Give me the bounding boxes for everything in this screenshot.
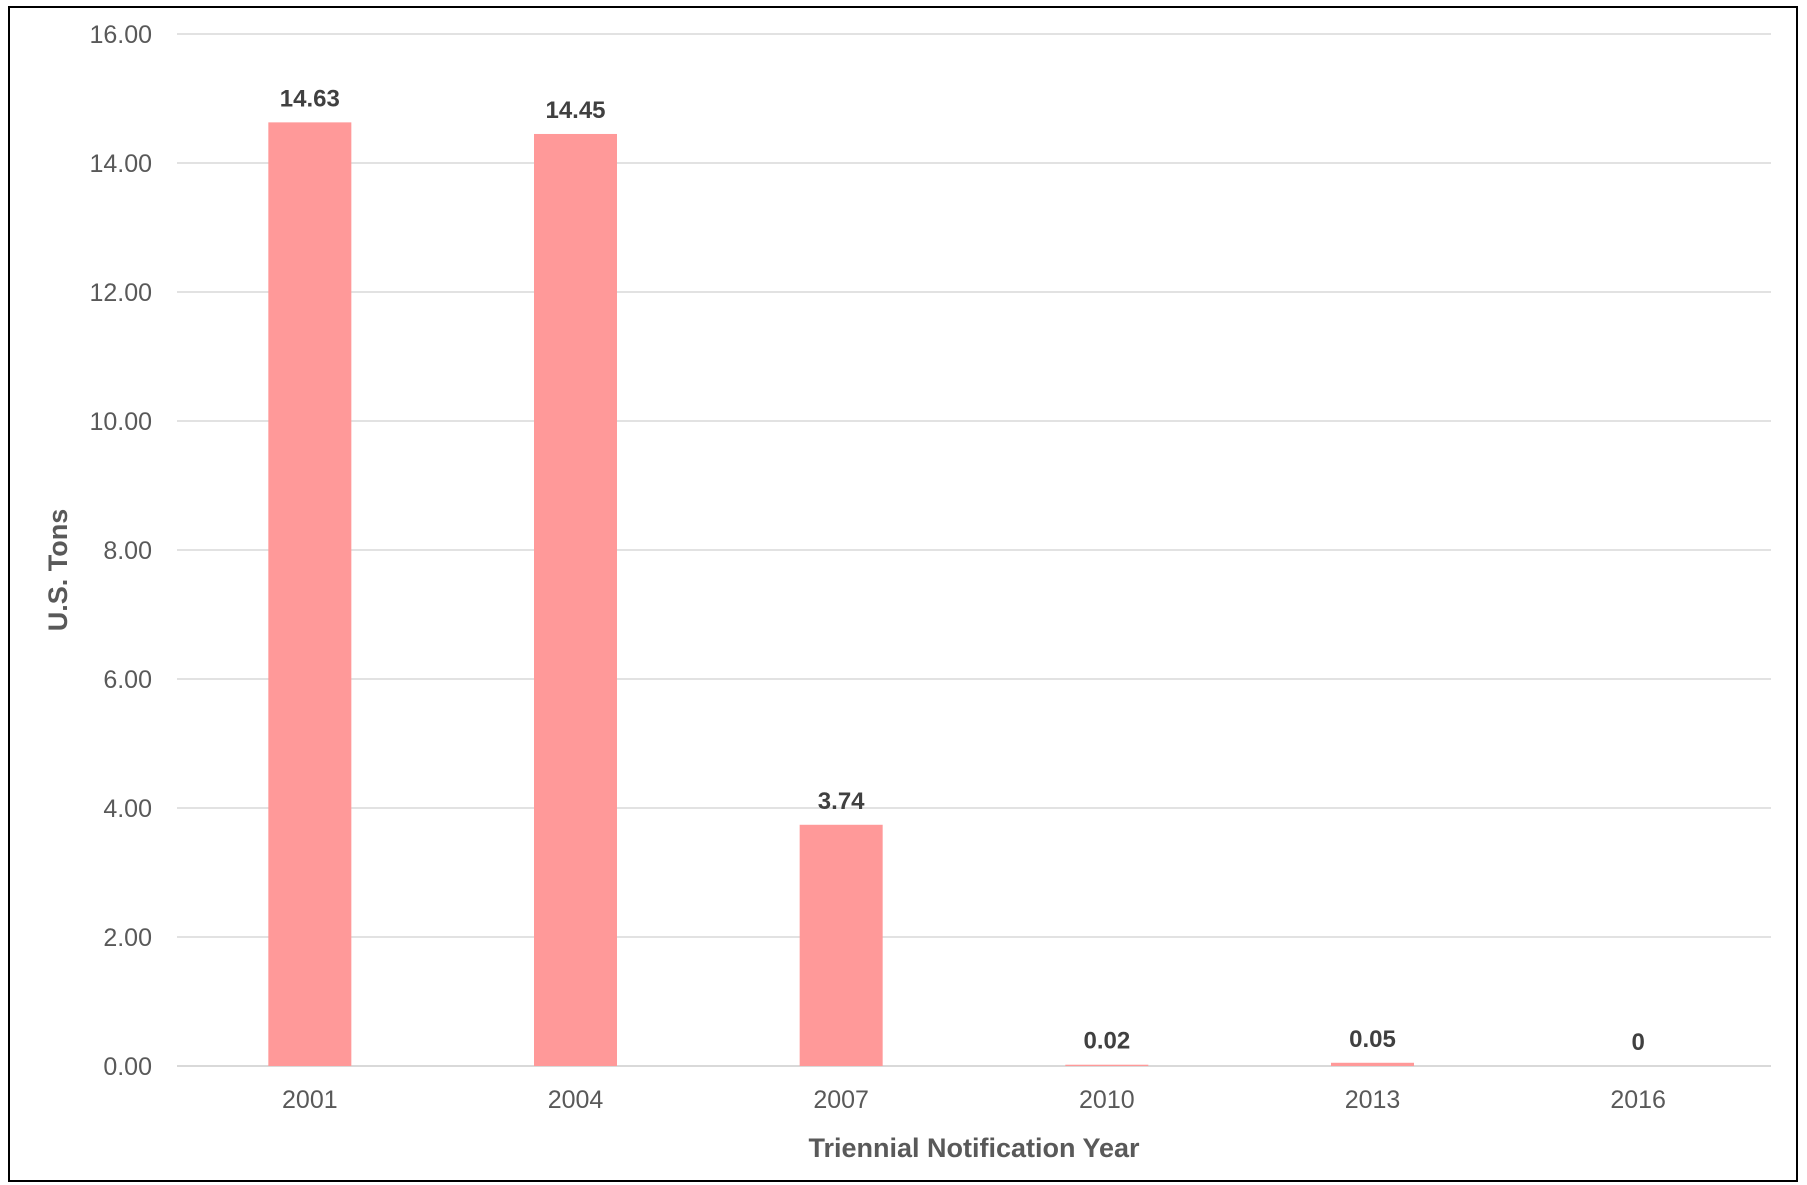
data-label-2007: 3.74 <box>818 788 865 815</box>
y-tick-label: 16.00 <box>89 21 152 49</box>
data-label-2016: 0 <box>1631 1029 1644 1056</box>
x-tick-label: 2013 <box>1345 1086 1401 1114</box>
x-tick-label: 2001 <box>282 1086 338 1114</box>
bar-2007 <box>799 824 883 1066</box>
data-label-2001: 14.63 <box>280 85 340 112</box>
x-tick-label: 2010 <box>1079 1086 1135 1114</box>
y-tick-label: 6.00 <box>103 666 152 694</box>
x-axis-tick-labels: 2001 2004 2007 2010 2013 2016 <box>282 1086 1666 1114</box>
data-label-2004: 14.45 <box>545 97 605 124</box>
bars <box>268 122 1414 1067</box>
x-tick-label: 2016 <box>1610 1086 1666 1114</box>
gridlines <box>177 33 1771 1067</box>
bar-2010 <box>1065 1064 1149 1066</box>
y-axis-title: U.S. Tons <box>43 509 73 632</box>
data-label-2013: 0.05 <box>1349 1026 1396 1053</box>
x-tick-label: 2007 <box>813 1086 869 1114</box>
bar-2001 <box>268 122 352 1067</box>
x-axis-title: Triennial Notification Year <box>808 1133 1140 1163</box>
data-labels: 14.63 14.45 3.74 0.02 0.05 0 <box>280 85 1645 1056</box>
bar-2004 <box>534 133 617 1067</box>
data-label-2010: 0.02 <box>1083 1028 1130 1055</box>
y-tick-label: 12.00 <box>89 279 152 307</box>
y-tick-label: 4.00 <box>103 795 152 823</box>
y-tick-label: 8.00 <box>103 537 152 565</box>
y-axis-tick-labels: 0.00 2.00 4.00 6.00 8.00 10.00 12.00 14.00 16.00 <box>89 21 152 1081</box>
y-tick-label: 2.00 <box>103 924 152 952</box>
y-tick-label: 10.00 <box>89 408 152 436</box>
x-tick-label: 2004 <box>548 1086 604 1114</box>
bar-2013 <box>1331 1062 1414 1066</box>
y-tick-label: 14.00 <box>89 150 152 178</box>
y-tick-label: 0.00 <box>103 1053 152 1081</box>
